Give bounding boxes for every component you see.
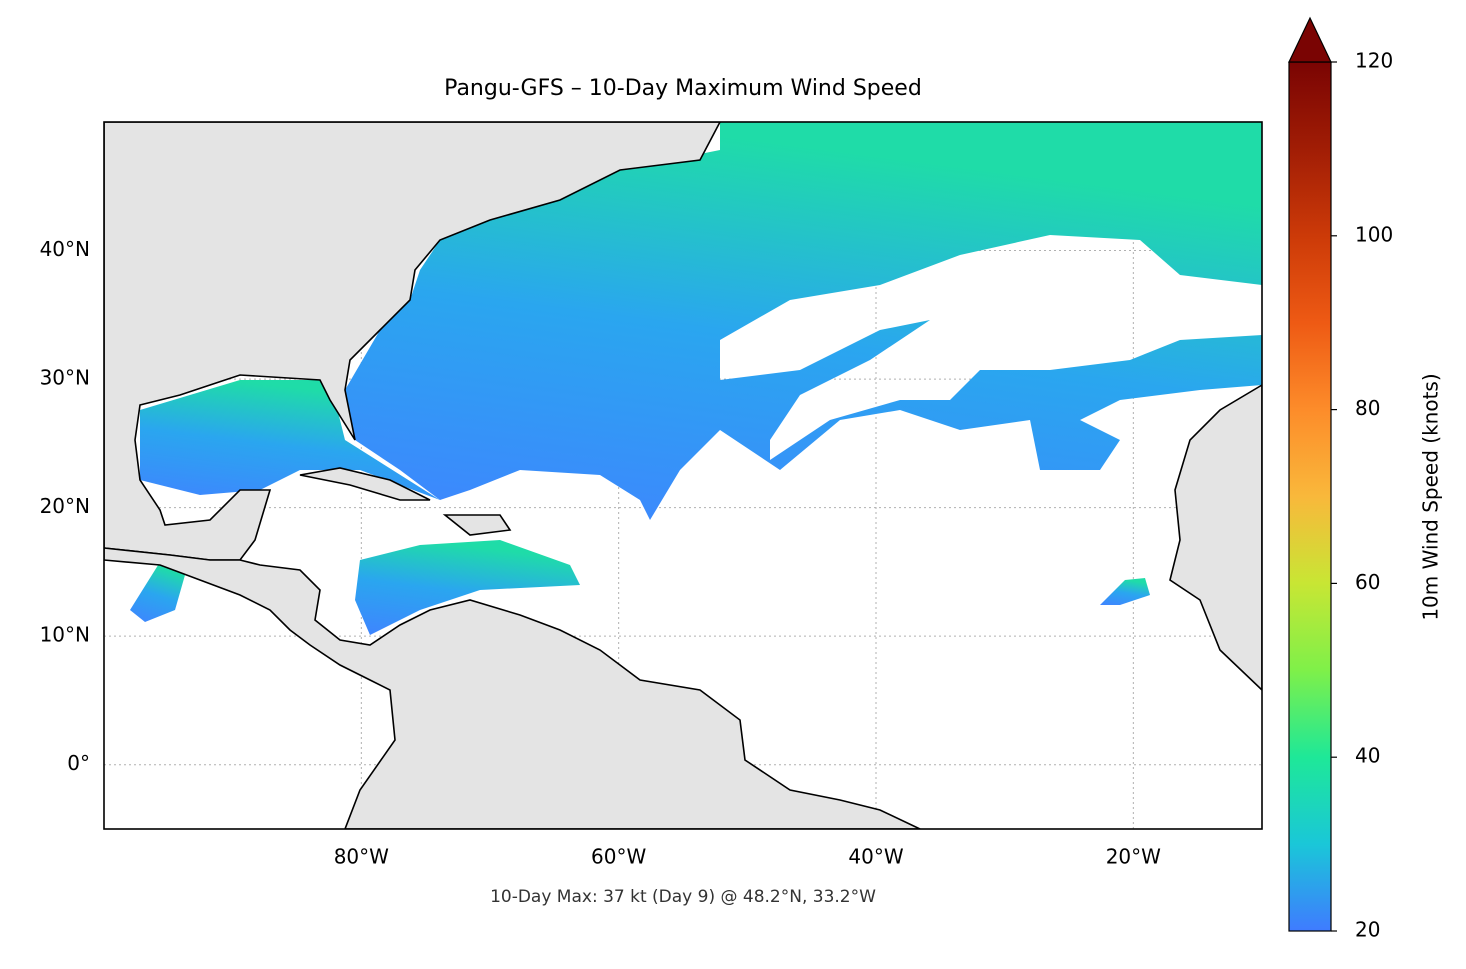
central-south-america (104, 547, 921, 829)
x-tick-label: 80°W (334, 845, 389, 869)
annotation: 10-Day Max: 37 kt (Day 9) @ 48.2°N, 33.2… (490, 887, 876, 907)
y-tick-label: 20°N (40, 494, 90, 518)
colorbar-extend (1288, 16, 1332, 63)
wind-field (355, 540, 580, 635)
y-tick-label: 0° (67, 751, 90, 775)
axis-ticks: 80°W 60°W 40°W 20°W 0° 10°N 20°N 30°N 40°N (40, 237, 1162, 868)
north-america (104, 122, 721, 561)
chart-title: Pangu-GFS – 10-Day Maximum Wind Speed (444, 76, 922, 101)
cuba (299, 467, 431, 501)
hispaniola (442, 514, 512, 536)
wind-field (1100, 578, 1150, 605)
x-tick-label: 20°W (1106, 845, 1161, 869)
wind-field (130, 562, 185, 622)
x-tick-label: 40°W (848, 845, 903, 869)
map-frame (103, 121, 1263, 830)
wind-field (140, 380, 440, 500)
colorbar-tick-label: 100 (1355, 222, 1393, 246)
map-area (104, 122, 1262, 829)
colorbar-tick-label: 20 (1355, 918, 1380, 942)
colorbar-tick-label: 120 (1355, 49, 1393, 73)
x-tick-label: 60°W (591, 845, 646, 869)
y-tick-label: 30°N (40, 366, 90, 390)
africa (1169, 384, 1262, 692)
colorbar-tick-label: 60 (1355, 570, 1380, 594)
y-tick-label: 10°N (40, 623, 90, 647)
colorbar (1288, 61, 1332, 932)
colorbar-tick-label: 80 (1355, 396, 1380, 420)
colorbar-label: 10m Wind Speed (knots) (1419, 373, 1443, 620)
colorbar-tick-label: 40 (1355, 744, 1380, 768)
wind-field (345, 122, 1262, 520)
y-tick-label: 40°N (40, 237, 90, 261)
